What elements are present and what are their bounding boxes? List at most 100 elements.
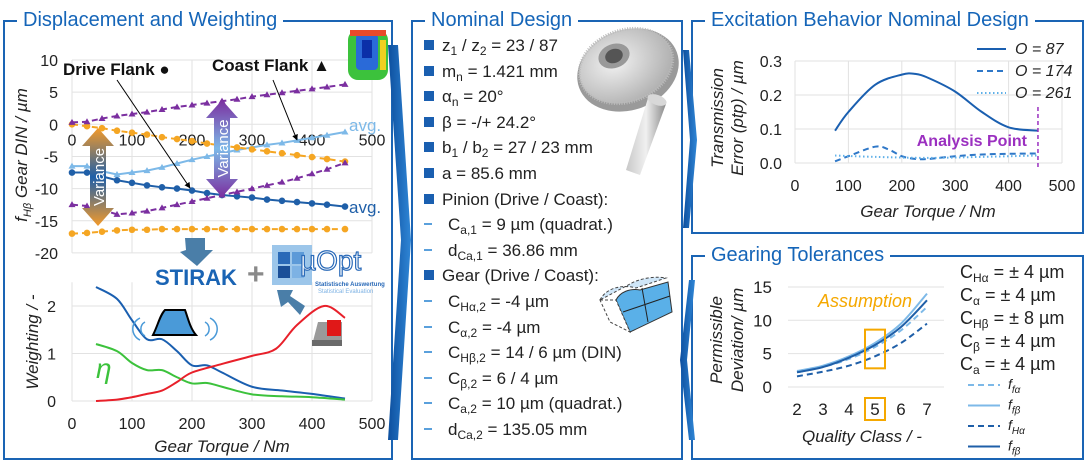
- data-point: [83, 162, 91, 169]
- item-text: C: [448, 215, 461, 235]
- nominal-design-item: Ca,2 = 10 µm (quadrat.): [424, 394, 623, 415]
- tolerance-text: α: [973, 294, 980, 308]
- item-text: β = -/+ 24.2°: [442, 112, 537, 132]
- tolerance-text: β: [973, 340, 980, 354]
- data-point: [203, 194, 211, 201]
- square-bullet-icon: [424, 270, 434, 281]
- data-point: [128, 110, 136, 117]
- data-point: [308, 153, 316, 161]
- dash-bullet-icon: [424, 376, 432, 379]
- data-point: [203, 140, 211, 147]
- x-tick-label: 4: [844, 400, 853, 419]
- data-point: [83, 122, 91, 130]
- x-tick-label: 100: [119, 132, 146, 149]
- tooth-flank-modification-image: [598, 276, 673, 334]
- series-line: [72, 171, 346, 208]
- square-bullet-icon: [424, 91, 434, 102]
- data-point: [323, 165, 331, 172]
- item-text: d: [448, 420, 458, 439]
- data-point: [188, 156, 196, 163]
- y-tick-label: -5: [44, 149, 58, 166]
- x-tick-label: 100: [119, 416, 146, 433]
- dash-bullet-icon: [424, 223, 432, 226]
- data-point: [113, 227, 121, 234]
- data-point: [263, 141, 271, 148]
- item-text: C: [448, 394, 461, 414]
- plus-icon: +: [247, 258, 265, 291]
- data-point: [143, 131, 151, 138]
- data-point: [113, 176, 121, 184]
- data-point: [68, 118, 76, 125]
- data-point: [203, 99, 211, 106]
- square-bullet-icon: [424, 116, 434, 127]
- tolerance-text: a: [973, 363, 980, 377]
- tolerance-text: = ± 4 µm: [988, 262, 1065, 282]
- analysis-point-label: Analysis Point: [917, 133, 1028, 150]
- uopt-logo: µOpt Statistische Auswertung Statistical…: [272, 244, 385, 295]
- dash-bullet-icon: [424, 325, 432, 328]
- x-tick-label: 2: [792, 400, 801, 419]
- tolerance-text: = ± 8 µm: [988, 308, 1065, 328]
- y-tick-label: 5: [763, 345, 772, 364]
- displacement-panel: Displacement and Weighting: [3, 8, 393, 460]
- data-point: [158, 133, 166, 141]
- drive-avg-label: avg.: [349, 198, 381, 217]
- nominal-design-item: Cα,2 = -4 µm: [424, 318, 540, 340]
- nominal-design-title: Nominal Design: [425, 8, 579, 32]
- data-point: [308, 200, 316, 207]
- x-tick-label: 200: [179, 416, 206, 433]
- data-point: [278, 225, 286, 233]
- series-line: [796, 322, 928, 378]
- data-point: [278, 197, 286, 205]
- data-point: [143, 108, 151, 115]
- coast-flank-pointer: [272, 79, 298, 141]
- data-point: [263, 148, 271, 155]
- tolerance-text: C: [960, 262, 973, 282]
- nominal-design-item: mn = 1.421 mm: [424, 62, 558, 83]
- excitation-title: Excitation Behavior Nominal Design: [705, 8, 1035, 32]
- item-text: z: [442, 36, 451, 55]
- legend-label: O = 87: [1015, 41, 1065, 58]
- data-point: [128, 129, 136, 136]
- item-text: α,2: [460, 325, 478, 340]
- gear-pair-image: [577, 26, 679, 175]
- tolerance-item: CHα = ± 4 µm: [960, 261, 1065, 284]
- series-line: [796, 299, 928, 374]
- tolerance-text: Hβ: [973, 317, 989, 331]
- legend-label: ffβ: [1008, 438, 1021, 458]
- item-text: / b: [458, 138, 482, 158]
- legend-label: ffα: [1008, 376, 1021, 396]
- data-point: [341, 159, 349, 166]
- data-point: [188, 101, 196, 108]
- y-axis-label: Weighting / -: [23, 294, 42, 389]
- data-point: [113, 127, 121, 135]
- item-text: C: [448, 343, 461, 363]
- nominal-design-item: β = -/+ 24.2°: [424, 113, 536, 133]
- data-point: [278, 89, 286, 96]
- tolerance-item: Cα = ± 4 µm: [960, 284, 1056, 308]
- data-point: [98, 124, 106, 132]
- data-point: [98, 115, 106, 122]
- x-tick-label: 500: [1049, 178, 1076, 195]
- item-text: = 10 µm (quadrat.): [476, 394, 623, 414]
- item-text: Ca,1: [457, 248, 483, 263]
- data-point: [233, 193, 241, 200]
- x-tick-label: 400: [299, 416, 326, 433]
- series-line: [72, 131, 346, 176]
- data-point: [341, 128, 349, 135]
- x-tick-label: 200: [888, 178, 915, 195]
- square-bullet-icon: [424, 40, 434, 50]
- nominal-design-item: Gear (Drive / Coast):: [424, 266, 599, 286]
- dash-bullet-icon: [424, 428, 432, 430]
- item-text: a = 85.6 mm: [442, 164, 537, 183]
- excitation-chart: 0 100 200 300 400 500 0.0 0.1 0.2 0.3 Gear Torque …: [708, 41, 1075, 221]
- square-bullet-icon: [424, 65, 434, 76]
- data-point: [218, 225, 226, 233]
- tolerance-text: = ± 4 µm: [979, 354, 1056, 374]
- x-tick-label: 0: [791, 178, 800, 195]
- tolerance-item: CHβ = ± 8 µm: [960, 307, 1065, 331]
- x-tick-label: 7: [922, 400, 931, 419]
- down-arrow-icon: [180, 238, 213, 266]
- data-point: [263, 196, 271, 203]
